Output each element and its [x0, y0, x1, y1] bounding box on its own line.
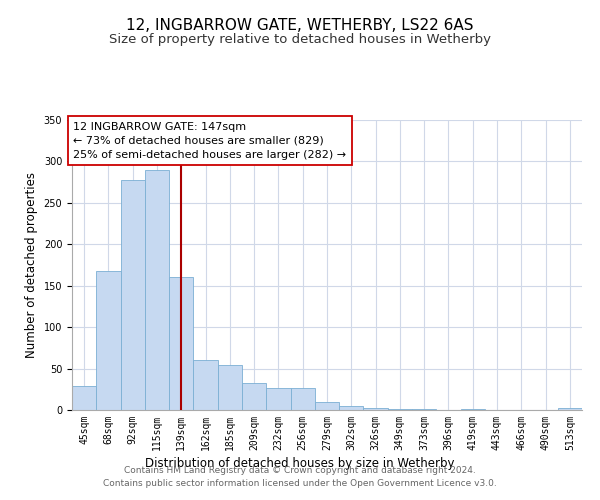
- Bar: [364, 408, 388, 410]
- Bar: [72, 386, 96, 410]
- Bar: [461, 409, 485, 410]
- Bar: [145, 170, 169, 410]
- Bar: [290, 388, 315, 410]
- Text: 12 INGBARROW GATE: 147sqm
← 73% of detached houses are smaller (829)
25% of semi: 12 INGBARROW GATE: 147sqm ← 73% of detac…: [73, 122, 346, 160]
- Bar: [315, 402, 339, 410]
- Text: Size of property relative to detached houses in Wetherby: Size of property relative to detached ho…: [109, 32, 491, 46]
- Bar: [169, 276, 193, 410]
- Bar: [242, 382, 266, 410]
- Bar: [121, 180, 145, 410]
- Bar: [412, 409, 436, 410]
- Bar: [388, 409, 412, 410]
- Text: 12, INGBARROW GATE, WETHERBY, LS22 6AS: 12, INGBARROW GATE, WETHERBY, LS22 6AS: [126, 18, 474, 32]
- Bar: [193, 360, 218, 410]
- Bar: [218, 366, 242, 410]
- Bar: [266, 388, 290, 410]
- Text: Contains HM Land Registry data © Crown copyright and database right 2024.
Contai: Contains HM Land Registry data © Crown c…: [103, 466, 497, 487]
- Bar: [558, 408, 582, 410]
- Bar: [96, 271, 121, 410]
- Bar: [339, 406, 364, 410]
- Y-axis label: Number of detached properties: Number of detached properties: [25, 172, 38, 358]
- Text: Distribution of detached houses by size in Wetherby: Distribution of detached houses by size …: [145, 458, 455, 470]
